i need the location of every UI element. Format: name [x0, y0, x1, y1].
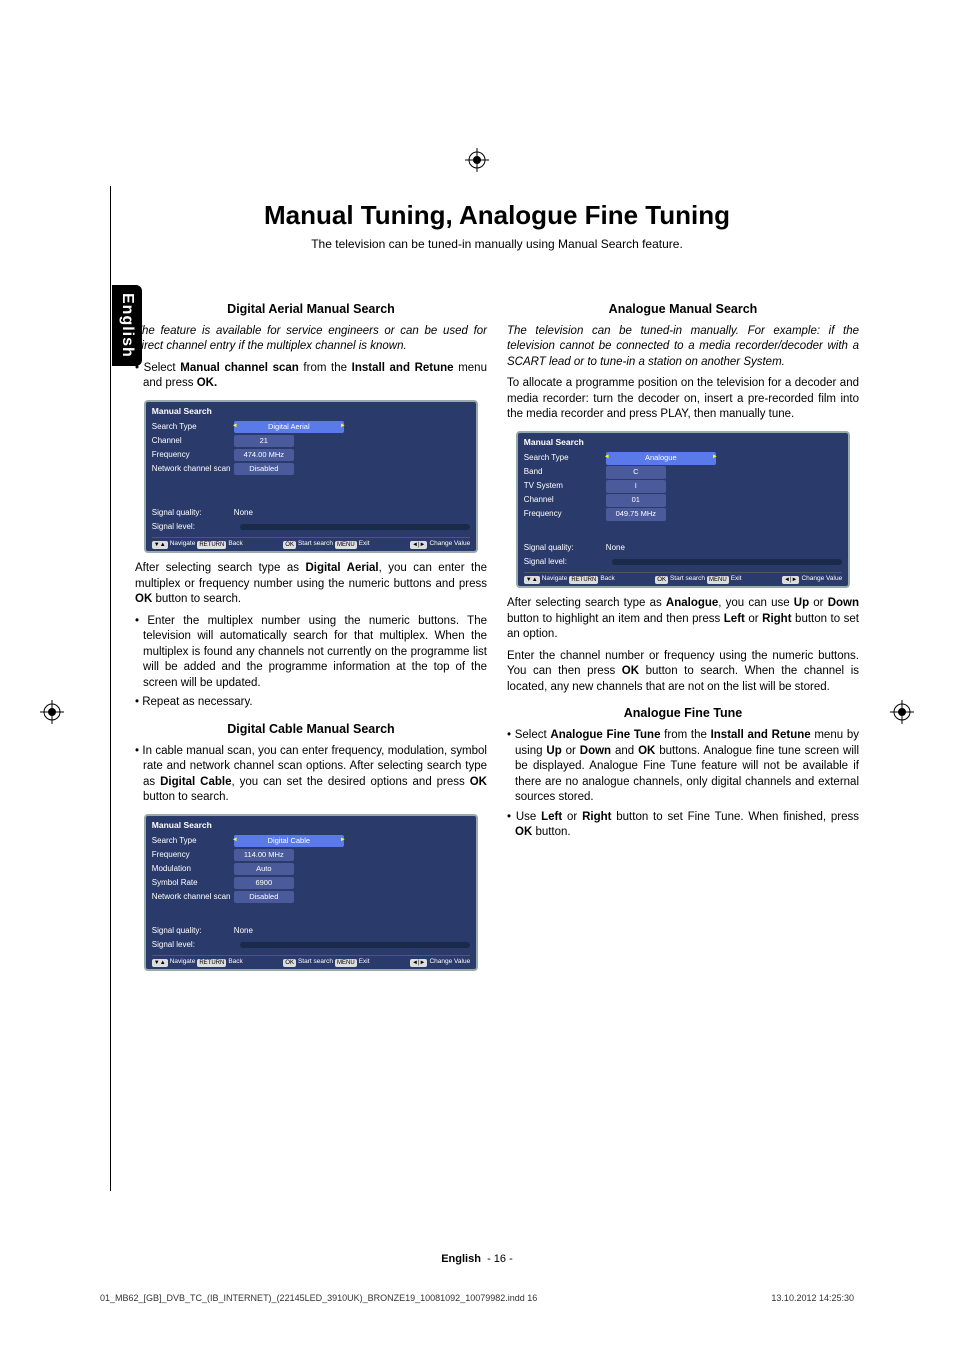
- document-page: English Manual Tuning, Analogue Fine Tun…: [0, 0, 954, 1351]
- osd-field-row: Frequency114.00 MHz: [152, 849, 470, 861]
- osd-field-value: Digital Cable: [234, 835, 344, 847]
- osd-field-value: 21: [234, 435, 294, 447]
- registration-mark-icon: [890, 700, 914, 724]
- osd-field-label: Frequency: [152, 850, 234, 861]
- instruction-bullet: Enter the multiplex number using the num…: [135, 614, 487, 692]
- instruction-bullet: Select Manual channel scan from the Inst…: [135, 361, 487, 392]
- osd-field-label: Search Type: [524, 453, 606, 464]
- osd-signal-level-label: Signal level:: [152, 522, 234, 533]
- osd-field-label: Frequency: [524, 509, 606, 520]
- osd-signal-bar: [240, 524, 470, 530]
- osd-title: Manual Search: [152, 820, 470, 831]
- osd-footer: ▼▲Navigate RETURNBack OKStart search MEN…: [524, 572, 842, 584]
- osd-field-value: 474.00 MHz: [234, 449, 294, 461]
- osd-signal-bar: [240, 942, 470, 948]
- osd-field-value: 114.00 MHz: [234, 849, 294, 861]
- osd-field-label: Network channel scan: [152, 464, 234, 475]
- osd-field-label: Modulation: [152, 864, 234, 875]
- osd-field-label: Search Type: [152, 422, 234, 433]
- osd-field-value: Digital Aerial: [234, 421, 344, 433]
- osd-signal-quality-label: Signal quality:: [524, 543, 606, 554]
- body-text: Enter the channel number or frequency us…: [507, 649, 859, 696]
- osd-field-row: Frequency474.00 MHz: [152, 449, 470, 461]
- osd-signal-quality-value: None: [234, 508, 253, 519]
- osd-field-value: Disabled: [234, 463, 294, 475]
- section-heading: Analogue Manual Search: [507, 301, 859, 318]
- osd-field-value: I: [606, 480, 666, 492]
- instruction-bullet: Repeat as necessary.: [135, 695, 487, 711]
- section-heading: Digital Aerial Manual Search: [135, 301, 487, 318]
- osd-signal-level-label: Signal level:: [152, 940, 234, 951]
- imprint-timestamp: 13.10.2012 14:25:30: [771, 1293, 854, 1303]
- body-text: After selecting search type as Digital A…: [135, 561, 487, 608]
- osd-field-row: BandC: [524, 466, 842, 478]
- body-text: After selecting search type as Analogue,…: [507, 596, 859, 643]
- osd-field-value: 049.75 MHz: [606, 508, 666, 520]
- osd-screenshot-digital-aerial: Manual Search Search TypeDigital AerialC…: [144, 400, 478, 553]
- osd-field-label: TV System: [524, 481, 606, 492]
- osd-signal-quality-value: None: [606, 543, 625, 554]
- registration-mark-icon: [465, 148, 489, 172]
- osd-footer: ▼▲Navigate RETURNBack OKStart search MEN…: [152, 955, 470, 967]
- section-heading: Digital Cable Manual Search: [135, 721, 487, 738]
- osd-field-row: ModulationAuto: [152, 863, 470, 875]
- registration-mark-icon: [40, 700, 64, 724]
- right-column: Analogue Manual Search The television ca…: [507, 291, 859, 979]
- page-content: Manual Tuning, Analogue Fine Tuning The …: [135, 200, 859, 1231]
- instruction-bullet: Select Analogue Fine Tune from the Insta…: [507, 728, 859, 806]
- osd-title: Manual Search: [152, 406, 470, 417]
- osd-field-value: Analogue: [606, 452, 716, 464]
- left-column: Digital Aerial Manual Search The feature…: [135, 291, 487, 979]
- osd-field-label: Search Type: [152, 836, 234, 847]
- intro-text: The television can be tuned-in manually.…: [507, 324, 859, 371]
- osd-field-value: 01: [606, 494, 666, 506]
- osd-field-row: Network channel scanDisabled: [152, 463, 470, 475]
- osd-field-label: Network channel scan: [152, 892, 234, 903]
- imprint-line: 01_MB62_[GB]_DVB_TC_(IB_INTERNET)_(22145…: [100, 1293, 854, 1303]
- osd-signal-bar: [612, 559, 842, 565]
- osd-field-value: C: [606, 466, 666, 478]
- intro-text: The feature is available for service eng…: [135, 324, 487, 355]
- body-text: To allocate a programme position on the …: [507, 376, 859, 423]
- osd-signal-quality-label: Signal quality:: [152, 508, 234, 519]
- osd-field-label: Channel: [152, 436, 234, 447]
- osd-title: Manual Search: [524, 437, 842, 448]
- osd-field-row: Channel01: [524, 494, 842, 506]
- instruction-bullet: In cable manual scan, you can enter freq…: [135, 744, 487, 806]
- osd-field-label: Channel: [524, 495, 606, 506]
- osd-signal-quality-value: None: [234, 926, 253, 937]
- osd-field-row: Channel21: [152, 435, 470, 447]
- osd-field-row: Search TypeAnalogue: [524, 452, 842, 464]
- margin-rule: [110, 186, 111, 1191]
- page-title: Manual Tuning, Analogue Fine Tuning: [135, 200, 859, 231]
- osd-field-row: Symbol Rate6900: [152, 877, 470, 889]
- osd-field-value: Disabled: [234, 891, 294, 903]
- page-subtitle: The television can be tuned-in manually …: [135, 237, 859, 251]
- page-footer: English - 16 -: [0, 1253, 954, 1265]
- osd-field-row: Network channel scanDisabled: [152, 891, 470, 903]
- osd-screenshot-analogue: Manual Search Search TypeAnalogueBandCTV…: [516, 431, 850, 588]
- osd-field-label: Frequency: [152, 450, 234, 461]
- osd-field-row: Search TypeDigital Cable: [152, 835, 470, 847]
- imprint-filename: 01_MB62_[GB]_DVB_TC_(IB_INTERNET)_(22145…: [100, 1293, 537, 1303]
- osd-field-value: 6900: [234, 877, 294, 889]
- instruction-bullet: Use Left or Right button to set Fine Tun…: [507, 810, 859, 841]
- osd-signal-quality-label: Signal quality:: [152, 926, 234, 937]
- osd-field-row: Frequency049.75 MHz: [524, 508, 842, 520]
- osd-screenshot-digital-cable: Manual Search Search TypeDigital CableFr…: [144, 814, 478, 971]
- osd-footer: ▼▲Navigate RETURNBack OKStart search MEN…: [152, 537, 470, 549]
- osd-signal-level-label: Signal level:: [524, 557, 606, 568]
- section-heading: Analogue Fine Tune: [507, 705, 859, 722]
- osd-field-label: Symbol Rate: [152, 878, 234, 889]
- osd-field-value: Auto: [234, 863, 294, 875]
- osd-field-row: Search TypeDigital Aerial: [152, 421, 470, 433]
- osd-field-label: Band: [524, 467, 606, 478]
- osd-field-row: TV SystemI: [524, 480, 842, 492]
